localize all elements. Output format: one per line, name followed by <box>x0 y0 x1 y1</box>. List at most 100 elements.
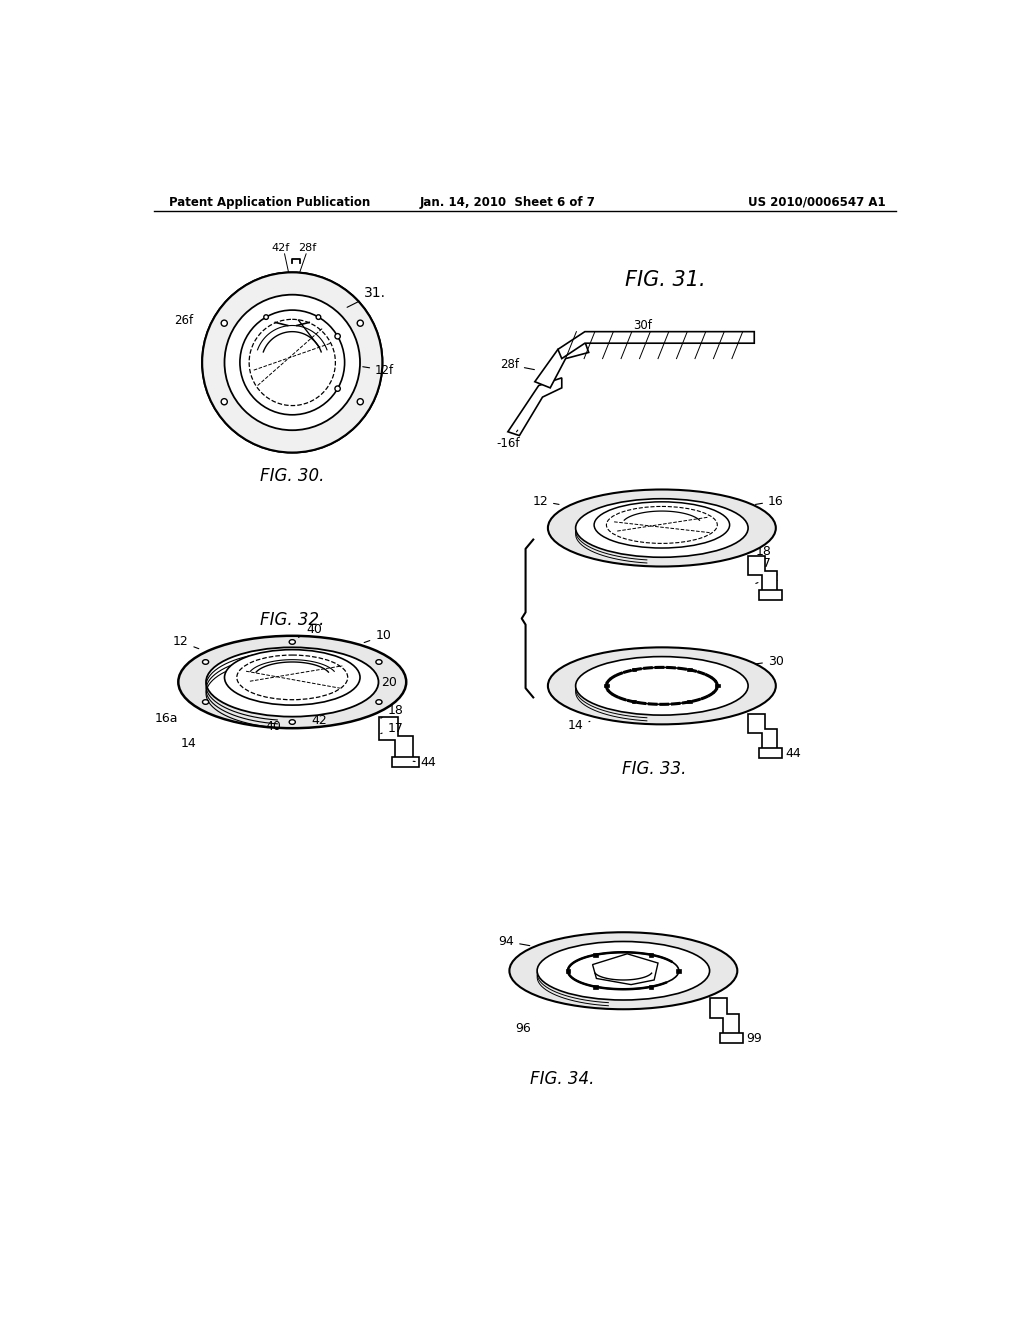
Text: 28f: 28f <box>299 243 316 253</box>
Text: 44: 44 <box>777 747 801 760</box>
Polygon shape <box>720 1034 743 1043</box>
Ellipse shape <box>575 656 749 715</box>
Polygon shape <box>687 701 692 704</box>
Text: 36: 36 <box>676 684 691 697</box>
Polygon shape <box>649 953 653 957</box>
Polygon shape <box>759 748 782 758</box>
Polygon shape <box>710 998 739 1035</box>
Text: 20: 20 <box>382 676 397 689</box>
Text: 99: 99 <box>739 1032 762 1045</box>
Text: 42: 42 <box>756 570 779 583</box>
Text: FIG. 31.: FIG. 31. <box>626 271 706 290</box>
Text: Jan. 14, 2010  Sheet 6 of 7: Jan. 14, 2010 Sheet 6 of 7 <box>420 195 596 209</box>
Polygon shape <box>379 717 413 759</box>
Text: 96: 96 <box>515 1022 531 1035</box>
Text: 26f: 26f <box>174 314 194 326</box>
Text: 40: 40 <box>298 623 322 638</box>
Polygon shape <box>604 684 608 688</box>
Ellipse shape <box>335 334 340 339</box>
Polygon shape <box>677 969 681 973</box>
Text: 18: 18 <box>381 704 403 718</box>
Polygon shape <box>632 668 637 672</box>
Polygon shape <box>649 985 653 989</box>
Text: 34: 34 <box>624 690 639 704</box>
Ellipse shape <box>264 314 268 319</box>
Text: 17: 17 <box>750 557 771 570</box>
Polygon shape <box>392 756 419 767</box>
Text: 30: 30 <box>756 655 783 668</box>
Text: FIG. 32.: FIG. 32. <box>260 611 325 630</box>
Ellipse shape <box>376 700 382 705</box>
Ellipse shape <box>575 499 749 557</box>
Text: 42: 42 <box>311 714 327 727</box>
Ellipse shape <box>568 952 679 989</box>
Polygon shape <box>508 378 562 436</box>
Ellipse shape <box>224 294 360 430</box>
Ellipse shape <box>206 647 379 717</box>
Text: 16a: 16a <box>155 713 178 726</box>
Ellipse shape <box>203 660 209 664</box>
Polygon shape <box>749 556 777 593</box>
Text: 17: 17 <box>381 722 403 735</box>
Text: 30f: 30f <box>633 319 652 333</box>
Text: FIG. 30.: FIG. 30. <box>260 467 325 486</box>
Ellipse shape <box>357 321 364 326</box>
Text: 22: 22 <box>288 684 304 696</box>
Ellipse shape <box>376 660 382 664</box>
Polygon shape <box>715 684 720 688</box>
Polygon shape <box>593 954 658 985</box>
Ellipse shape <box>178 636 407 729</box>
Ellipse shape <box>335 385 340 391</box>
Text: 14: 14 <box>180 737 197 750</box>
Ellipse shape <box>203 700 209 705</box>
Polygon shape <box>632 701 637 704</box>
Ellipse shape <box>202 272 382 453</box>
Text: 32: 32 <box>594 684 609 697</box>
Text: 98: 98 <box>631 969 647 982</box>
Ellipse shape <box>538 941 710 1001</box>
Polygon shape <box>593 985 598 989</box>
Text: 31.: 31. <box>292 376 316 392</box>
Text: 28f: 28f <box>500 358 535 371</box>
Polygon shape <box>593 953 598 957</box>
Text: 24f: 24f <box>241 366 259 379</box>
Ellipse shape <box>509 932 737 1010</box>
Text: 97: 97 <box>620 978 635 991</box>
Polygon shape <box>687 668 692 672</box>
Polygon shape <box>565 969 570 973</box>
Ellipse shape <box>240 310 345 414</box>
Text: 12: 12 <box>532 495 559 508</box>
Text: 38: 38 <box>694 690 710 704</box>
Text: 12f: 12f <box>362 363 394 376</box>
Ellipse shape <box>289 719 295 725</box>
Text: 31.: 31. <box>347 286 386 308</box>
Ellipse shape <box>316 314 321 319</box>
Text: -16f: -16f <box>496 430 519 450</box>
Text: 22: 22 <box>668 528 684 541</box>
Ellipse shape <box>594 502 730 548</box>
Text: 18: 18 <box>750 545 771 558</box>
Text: 42f: 42f <box>271 243 290 253</box>
Ellipse shape <box>548 490 776 566</box>
Text: 40: 40 <box>265 721 281 733</box>
Text: 14: 14 <box>567 719 590 733</box>
Text: 10: 10 <box>365 630 391 643</box>
Text: Patent Application Publication: Patent Application Publication <box>169 195 371 209</box>
Ellipse shape <box>606 668 717 705</box>
Text: 12: 12 <box>173 635 199 648</box>
Ellipse shape <box>221 321 227 326</box>
Polygon shape <box>535 342 589 388</box>
Text: 94: 94 <box>499 935 529 948</box>
Ellipse shape <box>357 399 364 405</box>
Text: -16f-: -16f- <box>279 403 306 416</box>
Text: 44: 44 <box>413 756 436 770</box>
Text: FIG. 34.: FIG. 34. <box>529 1069 594 1088</box>
Polygon shape <box>749 714 777 751</box>
Ellipse shape <box>548 647 776 725</box>
Ellipse shape <box>289 640 295 644</box>
Ellipse shape <box>202 272 382 453</box>
Text: FIG. 33.: FIG. 33. <box>622 760 686 777</box>
Text: 16: 16 <box>756 495 783 508</box>
Text: 20: 20 <box>564 528 581 541</box>
Ellipse shape <box>221 399 227 405</box>
